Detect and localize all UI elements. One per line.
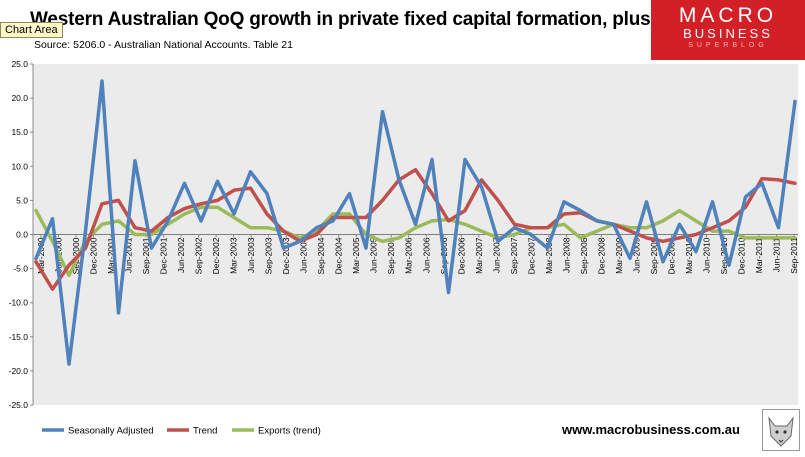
x-tick-label: Jun-2006 (421, 237, 431, 273)
y-tick-label: -15.0 (9, 332, 29, 342)
x-tick-label: Sep-2005 (386, 237, 396, 274)
x-tick-label: Sep-2011 (789, 237, 799, 274)
y-tick-label: -5.0 (13, 264, 28, 274)
x-tick-label: Mar-2003 (229, 237, 239, 274)
series-line-trend (34, 167, 797, 291)
x-tick-label: Dec-2008 (596, 237, 606, 274)
legend: Seasonally Adjusted Trend Exports (trend) (42, 426, 321, 437)
x-tick-label: Mar-2010 (684, 237, 694, 274)
y-tick-label: -25.0 (9, 400, 29, 410)
legend-label: Seasonally Adjusted (68, 426, 154, 437)
x-tick-label: Sep-2010 (719, 237, 729, 274)
chart-title: Western Australian QoQ growth in private… (30, 9, 723, 30)
x-tick-label: Mar-2008 (544, 237, 554, 274)
y-tick-label: -10.0 (9, 298, 29, 308)
x-tick-label: Sep-2002 (194, 237, 204, 274)
y-axis: 25.0 20.0 15.0 10.0 5.0 0.0 -5.0 -10.0 -15.0 -20.… (9, 59, 34, 410)
y-tick-label: -20.0 (9, 366, 29, 376)
x-tick-label: Sep-2003 (264, 237, 274, 274)
y-tick-label: 25.0 (11, 59, 28, 69)
x-tick-label: Mar-2000 (36, 237, 46, 274)
x-tick-label: Sep-2008 (579, 237, 589, 274)
x-tick-label: Jun-2008 (561, 237, 571, 273)
logo-line-business: BUSINESS (683, 26, 773, 41)
legend-label: Exports (trend) (258, 426, 321, 437)
legend-label: Trend (193, 426, 217, 437)
x-tick-label: Sep-2009 (649, 237, 659, 274)
x-tick-label: Dec-2001 (159, 237, 169, 274)
x-tick-label: Dec-2006 (456, 237, 466, 274)
y-tick-label: 0.0 (16, 230, 28, 240)
x-tick-label: Dec-2004 (334, 237, 344, 274)
x-tick-label: Mar-2001 (106, 237, 116, 274)
x-tick-label: Mar-2011 (754, 237, 764, 273)
chart-area-tooltip: Chart Area (0, 22, 63, 38)
x-tick-label: Dec-2007 (526, 237, 536, 274)
website-url: www.macrobusiness.com.au (562, 422, 740, 437)
x-tick-label: Dec-2002 (211, 237, 221, 274)
y-tick-label: 15.0 (11, 127, 28, 137)
series-line-seasonally-adjusted (34, 79, 797, 366)
x-tick-label: Jun-2010 (701, 237, 711, 273)
y-tick-label: 5.0 (16, 195, 28, 205)
x-tick-label: Jun-2004 (299, 237, 309, 273)
logo-line-macro: MACRO (678, 4, 778, 27)
x-tick-label: Sep-2007 (509, 237, 519, 274)
x-tick-label: Mar-2009 (614, 237, 624, 274)
x-tick-label: Jun-2001 (124, 237, 134, 273)
x-tick-label: Jun-2003 (246, 237, 256, 273)
x-tick-label: Dec-2003 (281, 237, 291, 274)
x-tick-label: Dec-2009 (666, 237, 676, 274)
series-lines (34, 79, 797, 366)
x-tick-label: Dec-2010 (736, 237, 746, 274)
x-tick-label: Jun-2009 (631, 237, 641, 273)
x-tick-label: Jun-2002 (176, 237, 186, 273)
x-tick-label: Dec-2000 (89, 237, 99, 274)
x-tick-label: Sep-2004 (316, 237, 326, 274)
x-tick-label: Jun-2005 (369, 237, 379, 273)
chart-subtitle: Source: 5206.0 - Australian National Acc… (34, 39, 293, 51)
y-tick-label: 10.0 (11, 161, 28, 171)
x-tick-label: Jun-2011 (771, 237, 781, 272)
wolf-icon (762, 409, 800, 451)
x-tick-label: Mar-2006 (404, 237, 414, 274)
x-tick-label: Mar-2007 (474, 237, 484, 274)
x-tick-label: Sep-2001 (141, 237, 151, 274)
y-tick-label: 20.0 (11, 93, 28, 103)
x-tick-label: Mar-2005 (351, 237, 361, 274)
logo-line-superblog: SUPERBLOG (688, 42, 768, 49)
macrobusiness-logo: MACRO BUSINESS SUPERBLOG (651, 0, 805, 60)
x-tick-label: Jun-2007 (491, 237, 501, 273)
